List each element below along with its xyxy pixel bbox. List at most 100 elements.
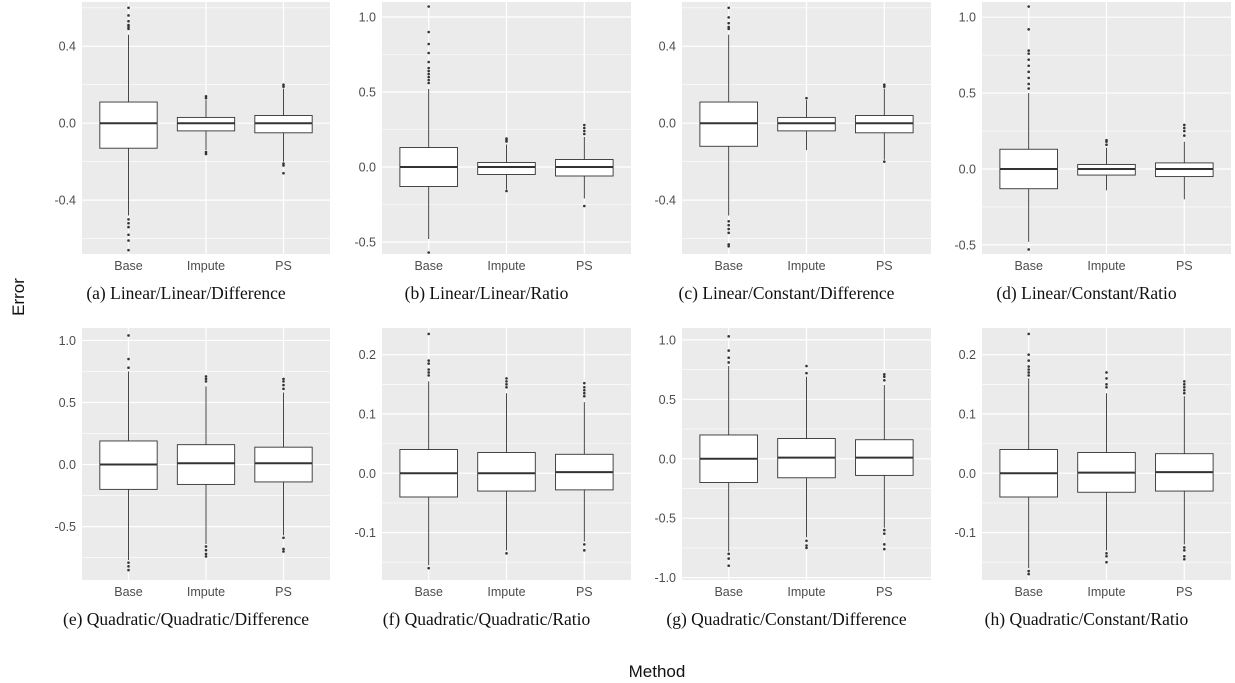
outlier-point [505, 377, 508, 380]
y-tick-label: 0.0 [359, 467, 376, 481]
panel-a: -0.4 0.0 0.4 Base Impute PS (a) Linear/Linear/… [54, 2, 330, 303]
y-tick-label: -0.5 [354, 236, 376, 250]
y-tick-label: 0.5 [359, 86, 376, 100]
outlier-point [204, 555, 208, 558]
x-tick-label: Base [1014, 259, 1043, 273]
x-axis-title: Method [629, 662, 686, 681]
y-tick-label: 1.0 [659, 333, 676, 347]
outlier-point [204, 377, 208, 381]
outlier-point [127, 239, 130, 242]
outlier-point [1027, 365, 1030, 368]
interquartile-box [176, 444, 236, 485]
outlier-point [805, 371, 808, 375]
outlier-point [427, 359, 430, 362]
y-tick-label: 0.5 [959, 87, 976, 101]
outlier-point [1183, 385, 1186, 389]
outlier-point [727, 564, 730, 568]
outlier-point [204, 545, 208, 548]
outlier-point [282, 83, 285, 87]
outlier-point [127, 366, 130, 370]
box-ps [555, 123, 614, 208]
y-tick-label: 0.2 [359, 348, 376, 362]
y-tick-label: 0.0 [959, 467, 976, 481]
outlier-point [427, 60, 430, 64]
outlier-point [282, 383, 285, 387]
x-tick-label: Base [414, 259, 443, 273]
x-tick-label: Base [1014, 585, 1043, 599]
outlier-point [805, 546, 808, 550]
outlier-point [727, 557, 730, 560]
outlier-point [1105, 554, 1108, 558]
outlier-point [583, 385, 586, 389]
outlier-point [282, 377, 285, 381]
x-tick-label: PS [576, 259, 593, 273]
y-tick-label: 0.1 [359, 407, 376, 421]
y-tick-label: 0.0 [959, 162, 976, 176]
outlier-point [282, 387, 285, 391]
box-base [99, 334, 158, 572]
outlier-point [1183, 126, 1186, 130]
x-tick-label: Impute [787, 259, 825, 273]
y-tick-label: -0.5 [654, 512, 676, 526]
box-ps [254, 377, 313, 553]
y-tick-label: -0.5 [54, 520, 76, 534]
x-tick-label: Impute [787, 585, 825, 599]
outlier-point [883, 375, 886, 379]
outlier-point [583, 381, 586, 385]
outlier-point [127, 6, 130, 10]
box-ps [855, 83, 914, 163]
y-tick-label: -0.1 [954, 526, 976, 540]
panel-caption: (e) Quadratic/Quadratic/Difference [63, 609, 309, 629]
outlier-point [1027, 28, 1030, 31]
outlier-point [805, 544, 808, 547]
box-impute [176, 94, 236, 156]
outlier-point [427, 368, 430, 371]
outlier-point [727, 21, 730, 25]
y-tick-label: -0.1 [354, 526, 376, 540]
outlier-point [127, 23, 130, 27]
outlier-point [583, 129, 586, 133]
outlier-point [883, 85, 886, 88]
outlier-point [1183, 554, 1186, 558]
outlier-point [727, 361, 730, 364]
outlier-point [427, 81, 430, 85]
interquartile-box [477, 452, 536, 492]
outlier-point [1183, 380, 1186, 383]
outlier-point [1183, 546, 1186, 549]
outlier-point [1027, 374, 1030, 377]
x-tick-label: Base [714, 585, 743, 599]
outlier-point [1027, 359, 1030, 362]
outlier-point [427, 51, 430, 55]
outlier-point [1027, 353, 1030, 356]
panel-caption: (c) Linear/Constant/Difference [679, 283, 895, 303]
y-tick-label: 0.0 [659, 452, 676, 466]
box-ps [1155, 123, 1214, 200]
outlier-point [127, 248, 130, 252]
outlier-point [127, 19, 130, 23]
y-tick-label: 1.0 [359, 11, 376, 25]
outlier-point [1105, 383, 1108, 386]
outlier-point [427, 251, 430, 254]
box-impute [1077, 371, 1136, 564]
outlier-point [1105, 377, 1108, 380]
y-tick-label: 0.0 [59, 458, 76, 472]
outlier-point [1027, 76, 1030, 80]
outlier-point [427, 332, 430, 336]
outlier-point [727, 223, 730, 227]
outlier-point [127, 357, 130, 361]
outlier-point [427, 78, 430, 82]
outlier-point [505, 383, 508, 386]
panel-caption: (a) Linear/Linear/Difference [86, 283, 286, 303]
box-ps [555, 381, 614, 552]
outlier-point [583, 394, 586, 398]
outlier-point [1027, 49, 1030, 52]
box-ps [1155, 380, 1214, 561]
x-tick-label: Base [114, 259, 143, 273]
y-tick-label: 0.4 [59, 40, 76, 54]
outlier-point [204, 380, 208, 383]
x-tick-label: PS [275, 259, 292, 273]
outlier-point [1027, 58, 1030, 61]
y-tick-label: 0.0 [659, 117, 676, 131]
box-impute [1077, 138, 1136, 191]
outlier-point [1105, 385, 1108, 389]
